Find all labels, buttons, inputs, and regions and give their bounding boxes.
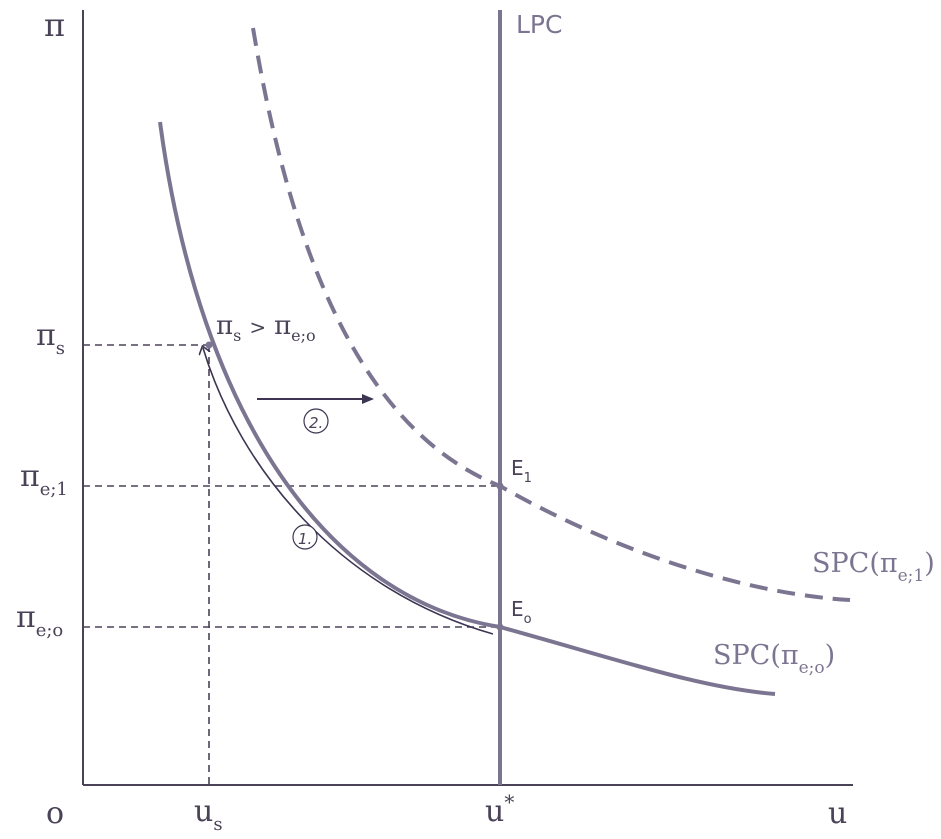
x-tick-ustar: u*	[485, 790, 514, 829]
spc0-label: SPC(πe;o)	[713, 640, 835, 678]
y-tick-pi-s-sub: s	[56, 338, 65, 359]
step-2-marker: 2.	[303, 408, 329, 434]
label-e1-sub: 1	[524, 471, 532, 486]
spc0-label-suffix: )	[825, 640, 836, 671]
spc1-label-suffix: )	[924, 548, 935, 579]
y-tick-pi-e0-base: π	[16, 600, 36, 635]
y-tick-pi-e0: πe;o	[16, 600, 63, 641]
annotation-op: >	[249, 315, 266, 339]
x-tick-us-base: u	[194, 794, 213, 829]
step-1-marker: 1.	[292, 524, 318, 550]
y-tick-pi-s-base: π	[36, 318, 56, 353]
y-tick-pi-e0-sub: e;o	[36, 620, 64, 641]
y-tick-pi-s: πs	[36, 318, 65, 359]
y-tick-pi-e1: πe;1	[20, 459, 68, 500]
step-1-label: 1.	[298, 530, 312, 548]
lpc-label: LPC	[516, 10, 562, 39]
spc0-label-prefix: SPC(	[713, 640, 781, 671]
label-e0-sub: o	[524, 612, 532, 627]
label-e0: Eo	[511, 597, 532, 627]
label-e0-base: E	[511, 597, 524, 621]
guide-lines	[83, 344, 500, 785]
arrow-step-1	[203, 348, 494, 635]
label-e1: E1	[511, 456, 532, 486]
point-pi-s	[205, 341, 213, 349]
step-2-label: 2.	[309, 414, 323, 432]
spc0-label-sub: e;o	[799, 658, 825, 678]
spc1-label-sub: e;1	[898, 566, 925, 586]
spc1-curve	[251, 27, 851, 602]
label-e1-base: E	[511, 456, 524, 480]
x-tick-us-sub: s	[213, 814, 222, 835]
step-1-circle	[292, 524, 318, 550]
spc1-label-prefix: SPC(	[812, 548, 880, 579]
y-tick-pi-e1-base: π	[20, 459, 40, 494]
spc1-label: SPC(πe;1)	[812, 548, 935, 586]
step-2-circle	[303, 408, 329, 434]
point-e1	[496, 482, 504, 490]
x-axis-label: u	[828, 796, 847, 831]
y-axis-label: π	[44, 6, 65, 44]
point-e0	[496, 623, 504, 631]
spc1-label-base: π	[880, 548, 898, 579]
y-tick-pi-e1-sub: e;1	[40, 479, 68, 500]
annotation-inequality: πs > πe;o	[216, 311, 316, 345]
spc0-curve	[158, 121, 776, 696]
x-tick-ustar-base: u	[485, 794, 504, 829]
annotation-base1: π	[216, 311, 233, 341]
annotation-sub2: e;o	[291, 326, 316, 345]
annotation-sub1: s	[233, 326, 241, 345]
x-tick-us: us	[194, 794, 223, 835]
x-tick-ustar-sup: *	[504, 790, 514, 814]
spc0-label-base: π	[781, 640, 799, 671]
origin-label: o	[46, 796, 64, 831]
annotation-base2: π	[274, 311, 291, 341]
